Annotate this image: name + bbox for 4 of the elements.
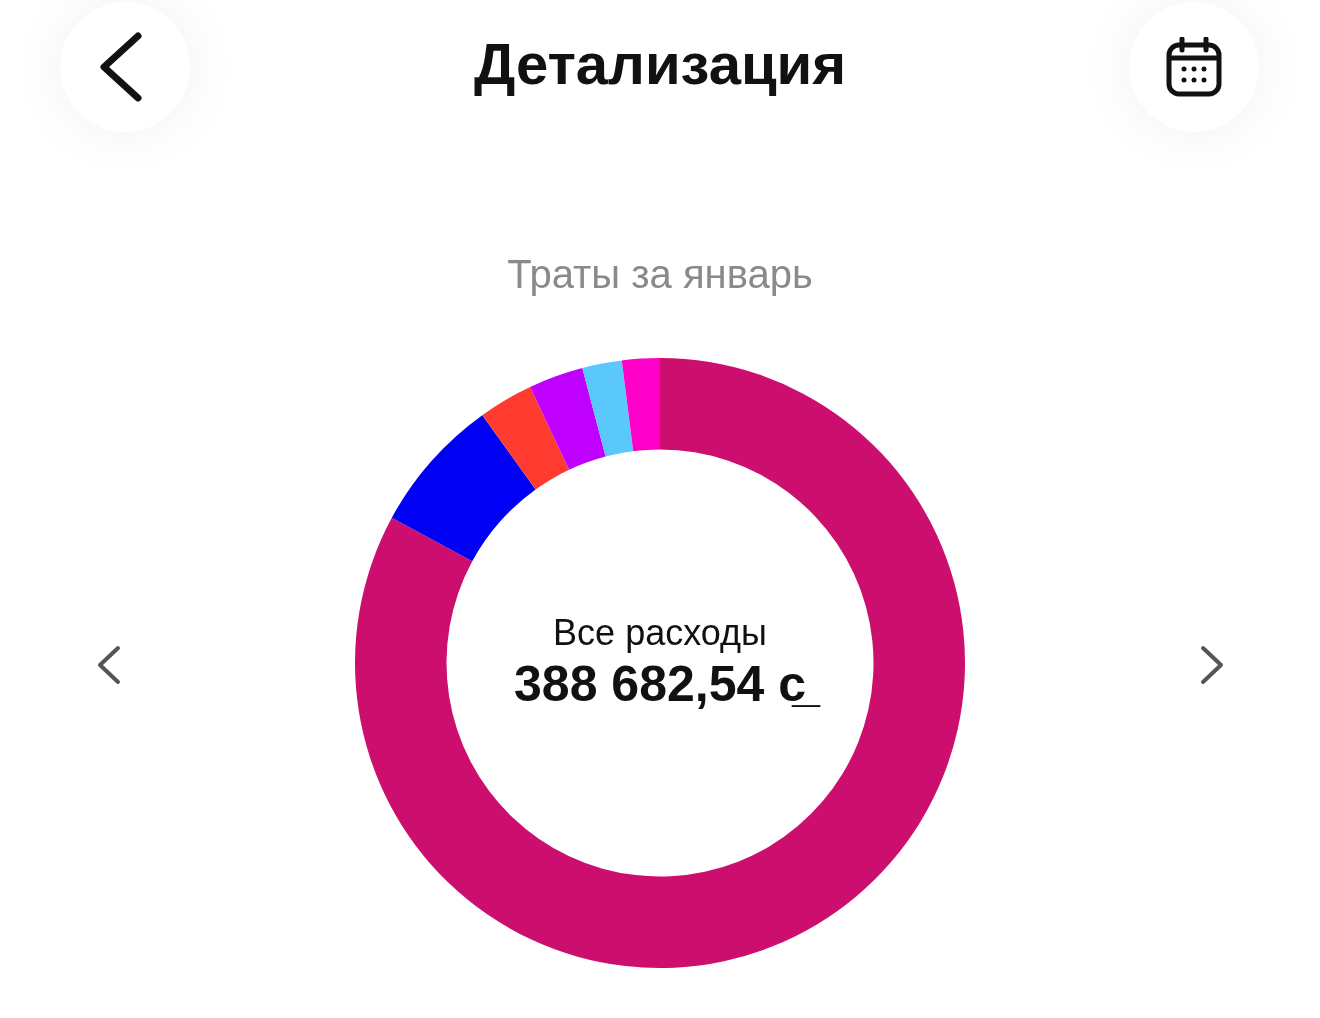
chart-title: Детализация xyxy=(472,30,848,97)
chart-subtitle: Траты за январь xyxy=(506,252,814,297)
text: 388 682,54 с̲ xyxy=(514,655,821,712)
text: Все расходы xyxy=(553,611,767,653)
